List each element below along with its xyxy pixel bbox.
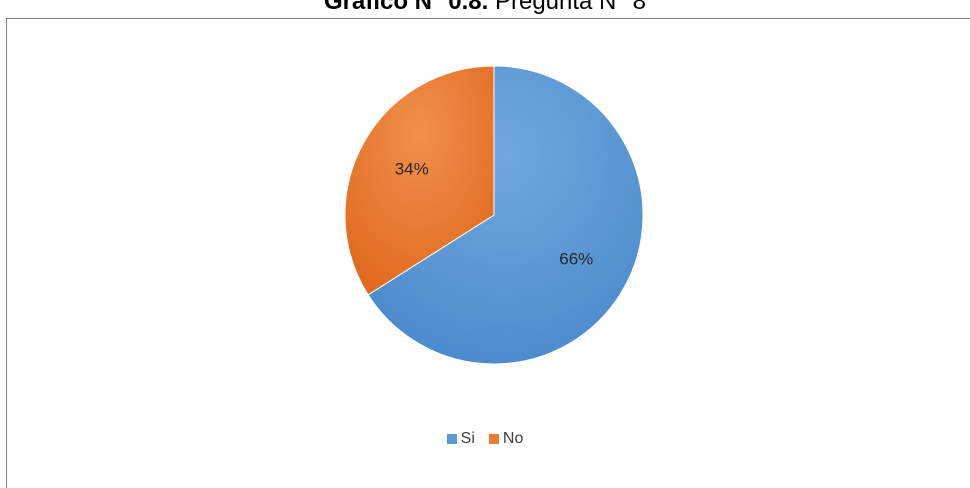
legend-item-si: Si [446, 430, 475, 448]
legend-swatch-si [446, 434, 457, 444]
legend-label-no: No [502, 430, 524, 447]
legend-swatch-no [488, 434, 499, 444]
chart-frame [6, 18, 970, 488]
pie-chart: 66% 34% [344, 65, 644, 365]
legend-label-si: Si [460, 430, 475, 447]
legend-item-no: No [488, 430, 524, 448]
chart-title-bold: Gráfico N° 0.8. [323, 0, 489, 15]
pie-slice-no [344, 65, 495, 296]
slice-label-no: 34% [395, 159, 429, 178]
pie-slice-si [367, 65, 644, 365]
chart-title-normal: Pregunta N° 8 [494, 0, 647, 15]
slice-label-si: 66% [559, 250, 593, 269]
legend: Si No [0, 430, 970, 448]
chart-title: Gráfico N° 0.8. Pregunta N° 8 [0, 0, 970, 16]
